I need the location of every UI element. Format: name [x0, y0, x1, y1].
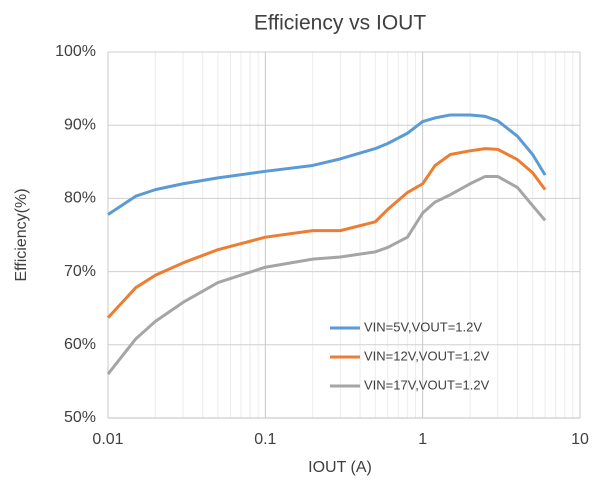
- x-tick-label: 0.01: [92, 431, 123, 448]
- y-tick-label: 60%: [64, 336, 96, 353]
- x-tick-label: 10: [571, 431, 589, 448]
- x-axis-label: IOUT (A): [308, 459, 372, 476]
- y-tick-label: 70%: [64, 263, 96, 280]
- line-series: [106, 174, 547, 376]
- y-tick-label: 80%: [64, 190, 96, 207]
- y-tick-label: 90%: [64, 116, 96, 133]
- legend-label: VIN=17V,VOUT=1.2V: [364, 377, 490, 392]
- legend-label: VIN=5V,VOUT=1.2V: [364, 319, 482, 334]
- chart-title: Efficiency vs IOUT: [254, 12, 426, 35]
- x-tick-label: 1: [418, 431, 427, 448]
- line-series: [106, 147, 547, 319]
- y-tick-label: 50%: [64, 409, 96, 426]
- line-series: [107, 113, 547, 216]
- y-axis-label: Efficiency(%): [13, 188, 30, 281]
- y-tick-label: 100%: [55, 43, 96, 60]
- x-tick-label: 0.1: [254, 431, 276, 448]
- legend-label: VIN=12V,VOUT=1.2V: [364, 348, 490, 363]
